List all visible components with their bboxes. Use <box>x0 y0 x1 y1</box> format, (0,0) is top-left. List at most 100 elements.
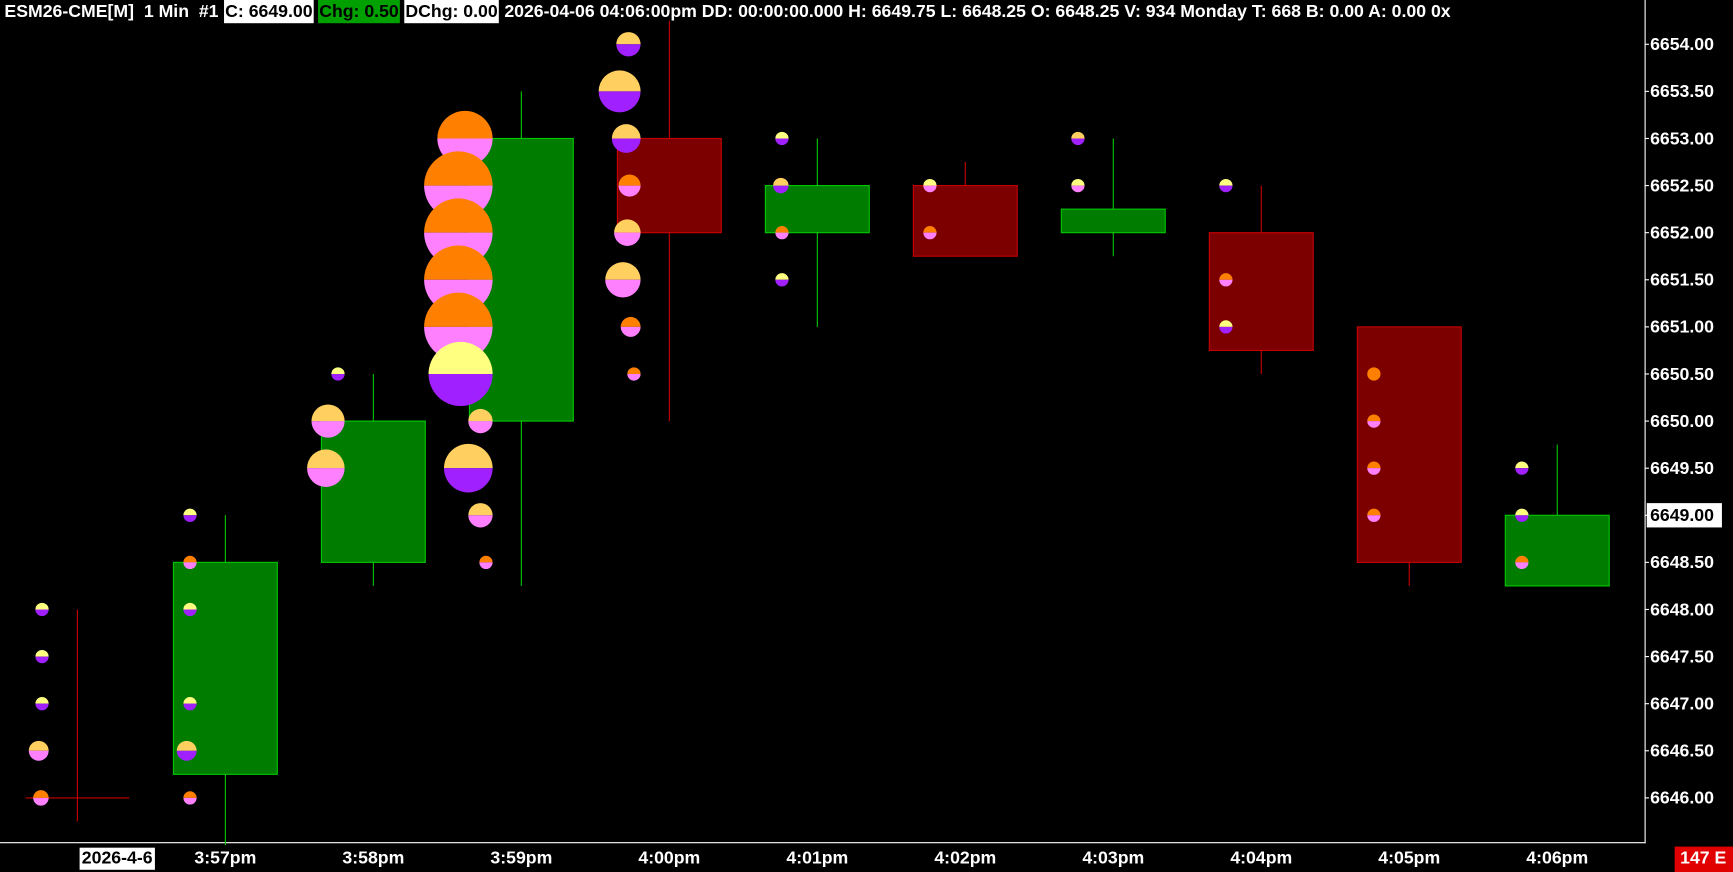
header-field: DChg: 0.00 <box>405 1 497 21</box>
bubble-top <box>331 367 345 374</box>
bubble-bottom <box>331 373 345 381</box>
bubble-bottom <box>28 750 49 761</box>
bubble-top <box>616 32 641 45</box>
y-tick-label: 6654.00 <box>1650 34 1714 54</box>
y-tick-label: 6648.00 <box>1650 599 1714 619</box>
bubble-top <box>1515 461 1529 469</box>
volume-bubble <box>1515 555 1529 570</box>
bubble-bottom <box>183 703 197 711</box>
volume-bubble <box>627 367 641 381</box>
header-field-bg <box>318 0 400 24</box>
volume-bubble <box>1515 508 1529 522</box>
bubble-top <box>424 245 493 280</box>
bubble-top <box>598 70 641 92</box>
x-tick-label: 4:00pm <box>638 847 700 867</box>
header-field: C: 6649.00 <box>225 1 313 21</box>
bubble-bottom <box>1071 138 1085 146</box>
y-tick-label: 6652.50 <box>1650 175 1714 195</box>
candle-body <box>1356 326 1462 563</box>
bubble-bottom <box>183 515 197 522</box>
volume-bubble <box>1071 131 1085 146</box>
volume-bubble <box>176 740 197 761</box>
volume-bubble <box>773 177 789 194</box>
bubble-top <box>923 226 937 233</box>
price-marker: 6649.00 <box>1650 505 1714 525</box>
y-tick-label: 6651.50 <box>1650 270 1714 290</box>
bubble-top <box>614 219 641 233</box>
volume-bubble <box>1367 414 1381 428</box>
bubble-top <box>176 740 197 751</box>
bubble-top <box>605 262 641 280</box>
bubble-top <box>923 178 937 186</box>
bubble-top <box>443 443 493 469</box>
volume-bubble <box>923 178 937 193</box>
candle-body <box>1060 208 1166 234</box>
volume-bubble <box>1367 367 1381 381</box>
y-tick-label: 6648.50 <box>1650 552 1714 572</box>
volume-bubble <box>33 790 49 806</box>
bubble-bottom <box>923 232 937 240</box>
bubble-top <box>183 602 197 610</box>
volume-bubble <box>428 341 493 407</box>
volume-bubble <box>775 131 789 146</box>
bubble-bottom <box>35 703 49 711</box>
volume-bubble <box>183 508 197 522</box>
price-marker-bg <box>1646 503 1722 528</box>
volume-bubble <box>183 697 197 711</box>
bubble-top <box>1367 508 1381 516</box>
y-tick-label: 6650.00 <box>1650 411 1714 431</box>
bubble-top <box>35 697 49 704</box>
candle-body <box>320 420 426 563</box>
volume-bubble <box>183 555 197 570</box>
bubble-bottom <box>598 91 641 113</box>
bubble-top <box>1515 508 1529 516</box>
y-tick-label: 6650.50 <box>1650 364 1714 384</box>
label-bg <box>79 847 155 870</box>
volume-bubble <box>468 408 493 434</box>
bubble-bottom <box>183 562 197 570</box>
bubble-bottom <box>605 279 641 298</box>
volume-bubble <box>775 273 789 287</box>
volume-bubble <box>1367 461 1381 475</box>
bubble-bottom <box>627 373 641 381</box>
volume-bubble <box>35 697 49 711</box>
volume-bubble <box>35 649 49 664</box>
bubble-bottom <box>1367 515 1381 522</box>
volume-bubble <box>479 555 493 570</box>
volume-bubble <box>1367 508 1381 522</box>
header: ESM26-CME[M] 1 Min #1 C: 6649.00 Chg: 0.50… <box>4 0 1451 24</box>
y-tick-label: 6651.00 <box>1650 317 1714 337</box>
volume-bubble <box>1071 178 1085 193</box>
bubble-top <box>1071 131 1085 139</box>
bubble-bottom <box>183 609 197 617</box>
status-bg <box>1674 846 1733 872</box>
candle-body <box>1504 514 1610 587</box>
bubble-top <box>1219 178 1233 186</box>
y-tick-label: 6652.00 <box>1650 222 1714 242</box>
bubble-top <box>775 226 789 233</box>
x-date-label: 2026-4-6 <box>82 847 153 867</box>
bubble-top <box>33 790 49 798</box>
volume-bubble <box>1515 461 1529 475</box>
bubble-bottom <box>35 609 49 617</box>
bubble-bottom <box>1367 373 1381 381</box>
volume-bubble <box>618 174 641 197</box>
x-tick-label: 4:01pm <box>786 847 848 867</box>
volume-bubble <box>598 70 641 113</box>
volume-bubble <box>605 262 641 298</box>
bubble-bottom <box>620 326 641 337</box>
bubble-top <box>35 602 49 610</box>
x-tick-label: 3:58pm <box>342 847 404 867</box>
volume-bubble <box>28 740 49 761</box>
bubble-top <box>468 408 493 422</box>
bubble-bottom <box>614 232 641 246</box>
bubble-top <box>424 198 493 233</box>
volume-bubble <box>1219 320 1233 334</box>
header-field-bg <box>404 0 499 24</box>
bubble-bottom <box>183 797 197 805</box>
header-field: ESM26-CME[M] 1 Min #1 <box>4 1 218 21</box>
bubble-bottom <box>468 515 493 528</box>
bubble-bottom <box>1515 515 1529 522</box>
